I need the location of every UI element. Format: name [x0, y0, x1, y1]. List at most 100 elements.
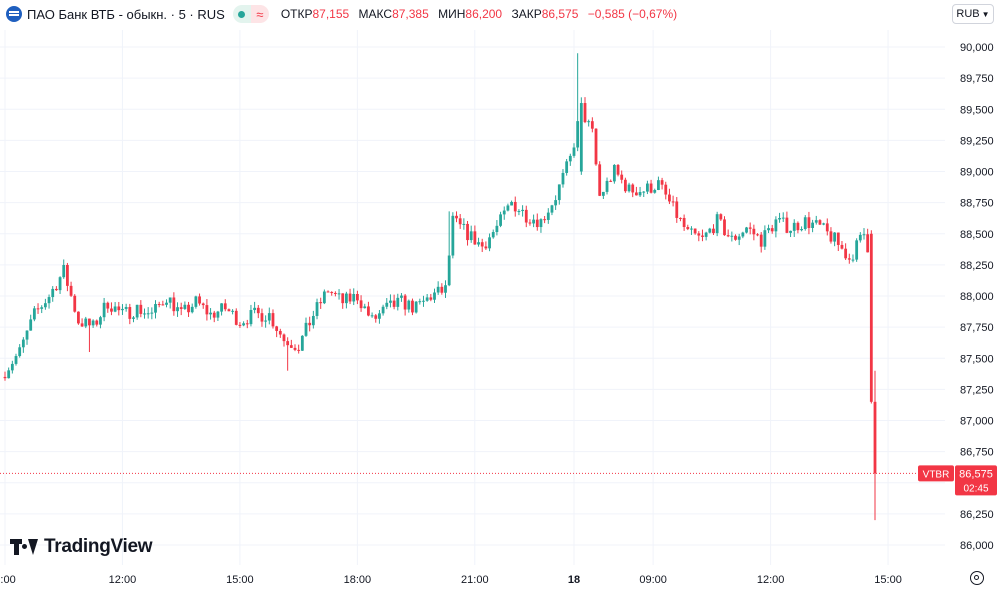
candle-body	[770, 228, 774, 232]
candle-body	[785, 217, 789, 233]
price-axis[interactable]: 86,00086,25086,50086,75087,00087,25087,5…	[960, 42, 994, 552]
candle-body	[447, 255, 451, 286]
candle-body	[440, 286, 444, 293]
brand-text: TradingView	[44, 536, 153, 557]
candle-body	[381, 306, 385, 314]
candle-body	[858, 234, 862, 241]
candle-body	[77, 311, 80, 324]
time-tick-label: 21:00	[461, 574, 489, 586]
candle-body	[693, 228, 697, 234]
price-tick-label: 87,000	[960, 416, 994, 428]
chart-header: ПАО Банк ВТБ - обыкн. · 5 · RUS ≈ ОТКР 87…	[6, 4, 683, 24]
candle-body	[664, 184, 668, 195]
candle-body	[668, 194, 671, 202]
candle-body	[532, 219, 536, 224]
symbol-badge-label: VTBR	[923, 469, 950, 480]
candle-body	[227, 309, 231, 312]
candle-body	[165, 302, 168, 305]
candle-body	[517, 211, 521, 213]
candle-body	[370, 315, 374, 317]
candle-body	[657, 180, 660, 190]
candle-body	[150, 312, 154, 314]
candle-body	[286, 341, 290, 346]
candle-body	[701, 235, 704, 237]
candle-body	[179, 307, 183, 309]
candle-body	[792, 222, 796, 231]
candle-body	[411, 300, 414, 313]
candle-body	[807, 217, 811, 228]
candle-body	[862, 234, 866, 236]
market-status[interactable]: ≈	[232, 5, 269, 23]
candle-body	[275, 326, 279, 331]
candle-body	[43, 303, 47, 308]
candle-body	[869, 233, 873, 402]
price-tick-label: 87,250	[960, 384, 994, 396]
price-tick-label: 89,250	[960, 135, 994, 147]
candle-body	[561, 172, 565, 185]
candle-body	[822, 223, 826, 225]
price-tick-label: 89,000	[960, 167, 994, 179]
time-axis[interactable]: 9:00 12:00 15:00 18:00 21:00 18 09:00 12:00 15:0…	[0, 574, 902, 586]
candle-body	[455, 215, 458, 219]
candle-body	[187, 304, 190, 313]
candle-body	[223, 303, 227, 310]
candle-body	[212, 312, 216, 318]
candle-body	[480, 242, 484, 247]
candle-body	[829, 231, 833, 242]
candle-body	[535, 219, 539, 228]
candle-body	[789, 230, 792, 233]
price-tick-label: 86,000	[960, 540, 994, 552]
candle-body	[267, 313, 271, 321]
candle-body	[209, 312, 212, 315]
candle-body	[18, 347, 22, 357]
candle-body	[194, 296, 198, 307]
candle-body	[756, 234, 759, 236]
last-price-marker: VTBR 86,575 02:45	[0, 465, 997, 496]
candle-body	[653, 189, 657, 193]
candle-body	[708, 228, 712, 233]
close-value: 86,575	[541, 7, 579, 21]
candle-body	[774, 219, 778, 232]
candle-body	[260, 313, 264, 322]
candle-body	[800, 229, 803, 231]
currency-selector[interactable]: RUB ▼	[952, 4, 994, 24]
open-label: ОТКР	[280, 7, 313, 21]
candle-body	[422, 300, 425, 302]
candle-body	[521, 209, 524, 212]
candle-body	[660, 180, 664, 185]
close-label: ЗАКР	[511, 7, 542, 21]
candle-body	[550, 205, 554, 213]
candle-body	[425, 297, 429, 301]
high-value: 87,385	[392, 7, 429, 21]
candle-body	[601, 191, 605, 196]
candle-body	[803, 217, 807, 230]
candle-body	[297, 349, 301, 351]
candle-body	[84, 318, 88, 327]
candle-body	[723, 219, 726, 236]
time-tick-label: 18	[568, 574, 580, 586]
candle-body	[638, 192, 642, 196]
instrument-title[interactable]: ПАО Банк ВТБ - обыкн. · 5 · RUS	[27, 6, 225, 22]
price-tick-label: 88,750	[960, 198, 994, 210]
candle-body	[256, 307, 260, 314]
candle-body	[682, 217, 686, 228]
candle-body	[73, 295, 77, 312]
candle-body	[690, 228, 693, 230]
chart-grid	[0, 30, 945, 565]
price-tick-label: 86,750	[960, 447, 994, 459]
candle-body	[671, 201, 675, 203]
candle-body	[300, 335, 304, 351]
candle-body	[873, 401, 877, 474]
high-label: МАКС	[358, 7, 393, 21]
candle-body	[47, 297, 51, 304]
candle-body	[818, 220, 822, 225]
candle-body	[833, 232, 837, 242]
tradingview-brand[interactable]: TradingView	[10, 536, 153, 558]
settings-icon[interactable]	[970, 571, 984, 585]
candle-body	[319, 302, 323, 304]
candle-body	[605, 180, 609, 192]
candle-body	[781, 217, 785, 219]
chevron-down-icon: ▼	[981, 9, 990, 19]
candle-body	[623, 179, 627, 192]
